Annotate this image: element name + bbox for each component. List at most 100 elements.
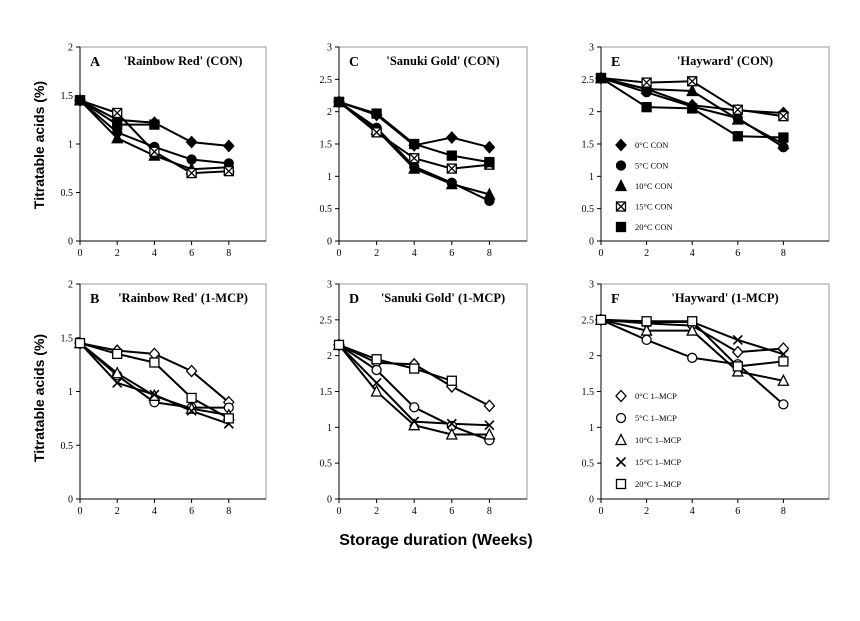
data-point bbox=[640, 82, 653, 95]
y-tick-label: 0 bbox=[68, 495, 73, 506]
plot-area bbox=[600, 283, 830, 500]
data-point bbox=[409, 153, 420, 164]
data-point bbox=[687, 316, 698, 327]
y-tick-label: 0 bbox=[589, 237, 594, 248]
data-point bbox=[641, 77, 652, 88]
legend-marker bbox=[615, 160, 627, 171]
legend-marker bbox=[615, 138, 627, 152]
legend-marker bbox=[615, 221, 627, 233]
x-tick-label: 0 bbox=[78, 248, 83, 259]
x-tick-label: 6 bbox=[735, 506, 740, 517]
y-tick-label: 0.5 bbox=[320, 459, 333, 470]
data-point bbox=[149, 389, 160, 400]
panel-title: 'Sanuki Gold' (CON) bbox=[386, 54, 499, 68]
panel-letter: D bbox=[349, 292, 359, 307]
y-tick-label: 2 bbox=[68, 43, 73, 54]
data-point bbox=[484, 156, 495, 168]
x-tick-label: 0 bbox=[78, 506, 83, 517]
data-point bbox=[446, 163, 457, 174]
data-point bbox=[409, 363, 420, 374]
data-point bbox=[483, 399, 496, 413]
data-point bbox=[732, 361, 743, 372]
data-point bbox=[445, 427, 458, 440]
data-point bbox=[149, 119, 160, 130]
data-point bbox=[641, 334, 652, 346]
x-tick-label: 4 bbox=[690, 506, 695, 517]
panel-c: 0 0.5 1 1.5 2 2.5 3 0 2 4 6 8 C 'Sanuki Gold' (CON) bbox=[320, 43, 528, 259]
data-point bbox=[333, 96, 345, 108]
y-tick-label: 1 bbox=[68, 387, 73, 398]
legend-label: 20°C CON bbox=[635, 222, 673, 232]
x-tick-label: 6 bbox=[449, 248, 454, 259]
x-tick-label: 6 bbox=[735, 248, 740, 259]
data-point bbox=[223, 413, 234, 424]
data-point bbox=[408, 161, 421, 174]
y-tick-label: 2 bbox=[589, 107, 594, 118]
data-point bbox=[732, 131, 743, 142]
x-tick-label: 8 bbox=[226, 506, 231, 517]
panel-b: 0 0.5 1 1.5 2 0 2 4 6 8 B 'Rainbow Red' (1-MCP) bbox=[61, 280, 267, 517]
data-point bbox=[409, 138, 420, 150]
data-point bbox=[483, 427, 496, 440]
data-point bbox=[641, 316, 652, 327]
data-point bbox=[484, 420, 495, 431]
x-tick-label: 8 bbox=[487, 248, 492, 259]
data-point bbox=[777, 373, 790, 386]
y-tick-label: 0 bbox=[589, 495, 594, 506]
y-tick-label: 3 bbox=[589, 280, 594, 291]
data-point bbox=[222, 139, 235, 153]
data-point bbox=[370, 384, 383, 397]
data-point bbox=[446, 418, 457, 429]
legend-marker bbox=[615, 201, 627, 212]
data-point bbox=[371, 354, 382, 365]
data-point bbox=[186, 392, 197, 404]
y-tick-label: 2.5 bbox=[320, 75, 333, 86]
data-point bbox=[686, 323, 699, 336]
data-point bbox=[112, 377, 123, 388]
data-point bbox=[371, 127, 382, 138]
data-point bbox=[445, 131, 458, 144]
y-tick-label: 1 bbox=[327, 172, 332, 183]
x-tick-label: 2 bbox=[115, 248, 120, 259]
y-tick-label: 1.5 bbox=[320, 140, 333, 151]
data-point bbox=[409, 416, 420, 427]
y-tick-label: 0 bbox=[68, 237, 73, 248]
x-tick-label: 6 bbox=[449, 506, 454, 517]
y-tick-label: 3 bbox=[327, 43, 332, 54]
legend-label: 5°C CON bbox=[635, 161, 668, 171]
data-point bbox=[595, 314, 607, 325]
x-tick-label: 2 bbox=[644, 248, 649, 259]
data-point bbox=[409, 402, 420, 413]
data-point bbox=[446, 150, 457, 161]
panel-letter: A bbox=[90, 55, 101, 70]
x-tick-label: 4 bbox=[152, 506, 157, 517]
legend-label: 20°C 1–MCP bbox=[635, 479, 681, 489]
panel-title: 'Rainbow Red' (1-MCP) bbox=[118, 291, 248, 305]
panel-title: 'Hayward' (1-MCP) bbox=[671, 291, 778, 305]
y-tick-label: 1 bbox=[327, 423, 332, 434]
data-point bbox=[778, 399, 789, 410]
panel-letter: B bbox=[90, 292, 99, 307]
data-point bbox=[445, 177, 458, 190]
data-point bbox=[641, 101, 652, 113]
x-tick-label: 2 bbox=[115, 506, 120, 517]
y-tick-label: 1.5 bbox=[61, 333, 74, 344]
data-point bbox=[778, 132, 789, 143]
y-tick-label: 3 bbox=[327, 280, 332, 291]
data-point bbox=[732, 104, 743, 115]
legend-marker bbox=[615, 412, 627, 424]
x-tick-label: 2 bbox=[374, 248, 379, 259]
data-point bbox=[74, 95, 86, 106]
legend-marker bbox=[615, 389, 627, 403]
data-point bbox=[112, 107, 123, 119]
data-point bbox=[111, 366, 124, 379]
y-tick-label: 0 bbox=[327, 237, 332, 248]
y-tick-label: 0.5 bbox=[320, 204, 333, 215]
y-tick-label: 3 bbox=[589, 43, 594, 54]
data-point bbox=[687, 103, 698, 114]
panel-title: 'Rainbow Red' (CON) bbox=[124, 54, 243, 68]
legend-marker bbox=[615, 478, 627, 490]
legend-label: 15°C 1–MCP bbox=[635, 457, 681, 467]
y-tick-label: 2.5 bbox=[320, 315, 333, 326]
